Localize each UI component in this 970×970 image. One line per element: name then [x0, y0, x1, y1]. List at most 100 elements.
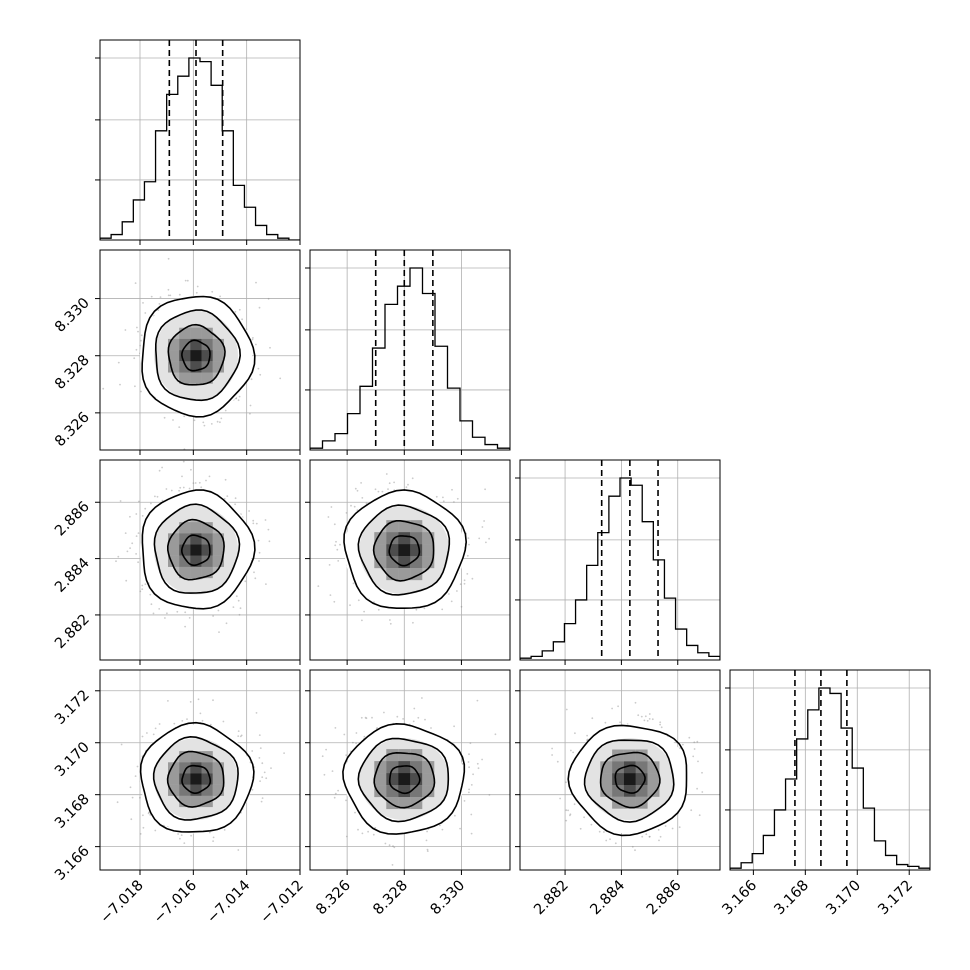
sample-point — [269, 346, 271, 349]
contour-level-2 — [342, 722, 466, 835]
x-tick-label: 3.168 — [771, 878, 812, 919]
sample-point — [255, 712, 258, 714]
sample-point — [463, 579, 466, 582]
histogram-steps — [310, 267, 510, 450]
sample-point — [178, 293, 181, 296]
sample-point — [117, 361, 120, 364]
sample-point — [165, 488, 168, 490]
density-cell — [190, 762, 202, 774]
sample-point — [178, 426, 181, 428]
density-cell — [179, 350, 191, 362]
sample-point — [614, 842, 617, 845]
density-cell — [179, 751, 191, 763]
sample-point — [210, 423, 213, 425]
sample-point — [129, 515, 131, 518]
sample-point — [454, 814, 456, 817]
sample-point — [156, 495, 159, 498]
sample-point — [258, 560, 260, 562]
sample-point — [267, 297, 270, 300]
sample-point — [377, 490, 380, 493]
sample-point — [441, 608, 444, 611]
sample-point — [565, 809, 568, 812]
density-cell — [600, 773, 613, 786]
sample-point — [254, 577, 257, 580]
y-tick-label: 8.326 — [52, 409, 93, 450]
x-tick-label: 3.170 — [823, 878, 864, 919]
sample-point — [481, 526, 484, 528]
sample-point — [671, 827, 674, 830]
sample-point — [258, 757, 261, 759]
y-tick-label: 8.330 — [52, 295, 93, 336]
density-cell — [422, 773, 435, 786]
sample-point — [483, 520, 485, 522]
sample-point — [640, 715, 643, 718]
density-cell — [647, 785, 660, 797]
sample-point — [467, 761, 470, 763]
sample-point — [467, 537, 470, 539]
sample-point — [257, 367, 260, 370]
sample-point — [234, 310, 237, 313]
density-cell — [623, 773, 636, 786]
density-cell — [612, 761, 624, 774]
contour-level-0.5 — [180, 534, 211, 567]
sample-point — [250, 378, 253, 381]
sample-point — [468, 788, 470, 791]
sample-point — [137, 532, 140, 534]
sample-point — [349, 604, 351, 607]
sample-point — [141, 588, 144, 590]
density-cell — [201, 522, 213, 534]
sample-point — [583, 816, 585, 819]
sample-point — [183, 415, 186, 418]
density-cell — [179, 327, 191, 339]
sample-point — [361, 619, 363, 622]
contour-level-2 — [141, 295, 256, 418]
sample-point — [257, 539, 260, 542]
sample-point — [150, 502, 152, 505]
panel-frame — [99, 39, 301, 241]
density-cell — [179, 338, 191, 351]
sample-point — [469, 742, 472, 745]
sample-point — [212, 699, 214, 702]
density-cell — [635, 796, 648, 809]
sample-point — [219, 421, 221, 424]
sample-point — [494, 733, 497, 736]
histogram-steps — [520, 477, 720, 660]
sample-point — [237, 849, 240, 851]
density-cell — [612, 785, 624, 797]
sample-point — [442, 496, 444, 499]
sample-point — [572, 751, 574, 754]
sample-point — [238, 395, 241, 398]
sample-point — [355, 732, 358, 734]
y-tick-label: 8.328 — [52, 352, 93, 393]
sample-point — [259, 747, 262, 749]
sample-point — [644, 715, 647, 718]
sample-point — [609, 838, 611, 841]
sample-point — [234, 497, 237, 500]
density-cell — [398, 544, 411, 557]
x-tick-label: 8.328 — [370, 878, 411, 919]
sample-point — [182, 486, 185, 489]
sample-point — [180, 834, 183, 836]
x-tick-label: 3.166 — [720, 878, 761, 919]
sample-point — [190, 468, 192, 471]
sample-point — [643, 719, 646, 722]
density-cell — [201, 566, 213, 579]
density-cell — [212, 533, 224, 545]
sample-point — [261, 776, 264, 779]
density-cell — [190, 372, 202, 384]
sample-point — [435, 495, 438, 498]
sample-point — [360, 716, 363, 719]
sample-point — [126, 550, 129, 553]
sample-point — [604, 721, 607, 724]
density-cell — [374, 532, 387, 545]
sample-point — [249, 404, 252, 407]
sample-point — [259, 780, 261, 782]
sample-point — [226, 495, 229, 497]
sample-point — [423, 607, 426, 610]
sample-point — [357, 599, 360, 602]
sample-point — [383, 711, 385, 714]
panel-frame — [729, 669, 931, 871]
sample-point — [193, 419, 196, 422]
sample-point — [363, 735, 366, 738]
sample-point — [177, 833, 180, 835]
